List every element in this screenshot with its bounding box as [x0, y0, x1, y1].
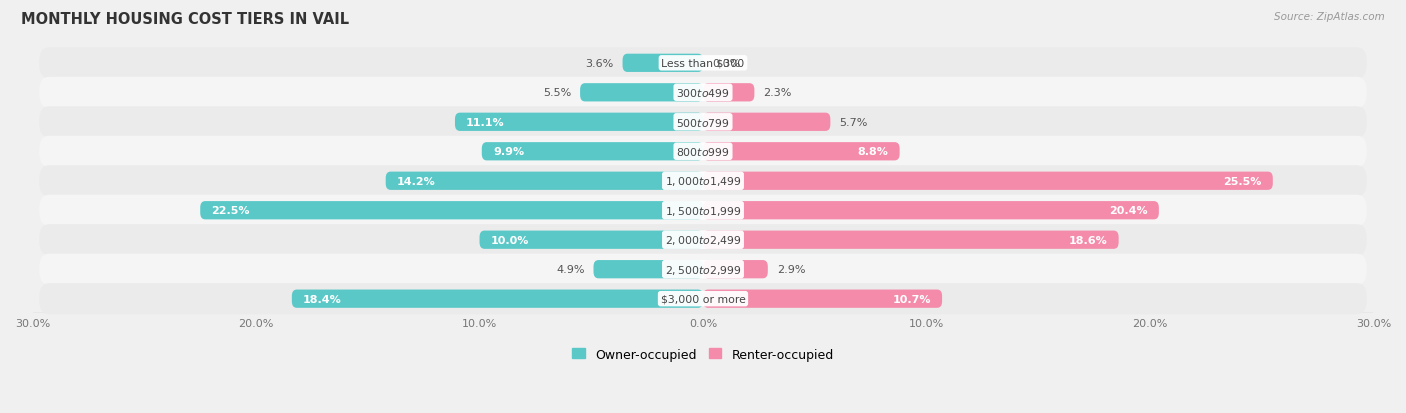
FancyBboxPatch shape [703, 202, 1159, 220]
FancyBboxPatch shape [39, 166, 1367, 197]
Text: 14.2%: 14.2% [396, 176, 436, 186]
Text: $800 to $999: $800 to $999 [676, 146, 730, 158]
Text: 5.5%: 5.5% [543, 88, 571, 98]
FancyBboxPatch shape [39, 48, 1367, 79]
Text: 18.4%: 18.4% [304, 294, 342, 304]
FancyBboxPatch shape [385, 172, 703, 190]
Text: $2,000 to $2,499: $2,000 to $2,499 [665, 234, 741, 247]
Text: $3,000 or more: $3,000 or more [661, 294, 745, 304]
Text: 20.4%: 20.4% [1109, 206, 1147, 216]
Text: 18.6%: 18.6% [1069, 235, 1108, 245]
FancyBboxPatch shape [39, 195, 1367, 226]
Text: 10.7%: 10.7% [893, 294, 931, 304]
Text: 25.5%: 25.5% [1223, 176, 1261, 186]
FancyBboxPatch shape [482, 143, 703, 161]
FancyBboxPatch shape [456, 113, 703, 132]
FancyBboxPatch shape [703, 231, 1119, 249]
FancyBboxPatch shape [479, 231, 703, 249]
FancyBboxPatch shape [703, 113, 831, 132]
Text: 11.1%: 11.1% [467, 117, 505, 128]
Text: 0.0%: 0.0% [711, 59, 740, 69]
Text: MONTHLY HOUSING COST TIERS IN VAIL: MONTHLY HOUSING COST TIERS IN VAIL [21, 12, 349, 27]
FancyBboxPatch shape [703, 290, 942, 308]
FancyBboxPatch shape [703, 143, 900, 161]
FancyBboxPatch shape [39, 78, 1367, 109]
Text: 9.9%: 9.9% [494, 147, 524, 157]
Text: $500 to $799: $500 to $799 [676, 116, 730, 128]
FancyBboxPatch shape [581, 84, 703, 102]
FancyBboxPatch shape [703, 172, 1272, 190]
FancyBboxPatch shape [200, 202, 703, 220]
Text: 2.9%: 2.9% [776, 265, 806, 275]
Text: 10.0%: 10.0% [491, 235, 529, 245]
FancyBboxPatch shape [39, 225, 1367, 256]
Text: Less than $300: Less than $300 [661, 59, 745, 69]
Text: 4.9%: 4.9% [555, 265, 585, 275]
Text: $300 to $499: $300 to $499 [676, 87, 730, 99]
FancyBboxPatch shape [39, 283, 1367, 314]
Text: $2,500 to $2,999: $2,500 to $2,999 [665, 263, 741, 276]
FancyBboxPatch shape [39, 107, 1367, 138]
Text: 22.5%: 22.5% [211, 206, 250, 216]
FancyBboxPatch shape [703, 84, 755, 102]
FancyBboxPatch shape [39, 136, 1367, 167]
FancyBboxPatch shape [623, 55, 703, 73]
Text: 2.3%: 2.3% [763, 88, 792, 98]
FancyBboxPatch shape [39, 254, 1367, 285]
Text: $1,000 to $1,499: $1,000 to $1,499 [665, 175, 741, 188]
Legend: Owner-occupied, Renter-occupied: Owner-occupied, Renter-occupied [568, 343, 838, 366]
Text: $1,500 to $1,999: $1,500 to $1,999 [665, 204, 741, 217]
FancyBboxPatch shape [593, 261, 703, 279]
FancyBboxPatch shape [292, 290, 703, 308]
FancyBboxPatch shape [703, 261, 768, 279]
Text: 3.6%: 3.6% [585, 59, 613, 69]
Text: 5.7%: 5.7% [839, 117, 868, 128]
Text: 8.8%: 8.8% [858, 147, 889, 157]
Text: Source: ZipAtlas.com: Source: ZipAtlas.com [1274, 12, 1385, 22]
